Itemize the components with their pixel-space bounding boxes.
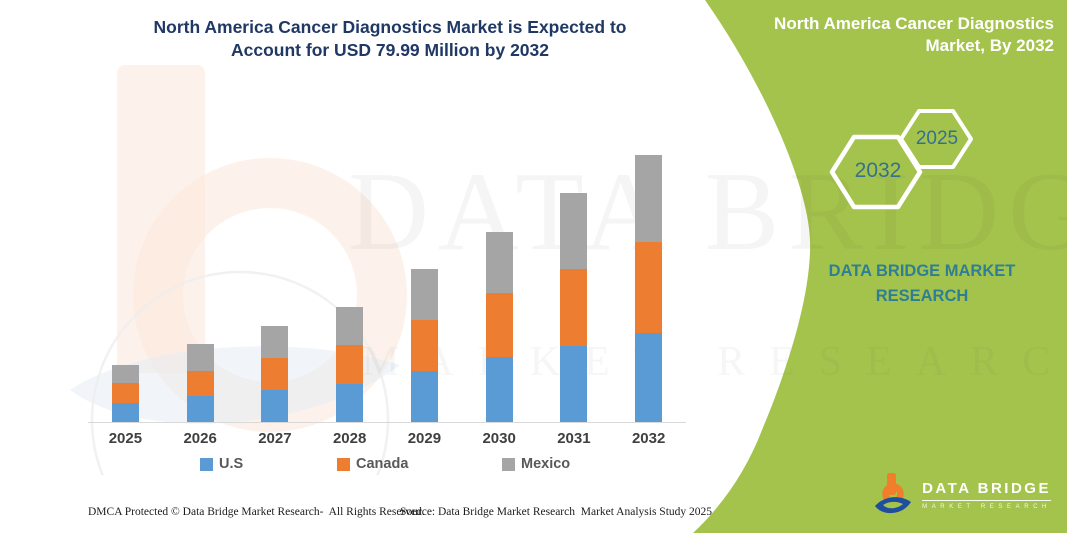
x-label-2026: 2026 [183, 430, 217, 447]
x-axis-labels: 2025 2026 2027 2028 2029 2030 2031 2032 [88, 430, 686, 447]
bar-2031 [560, 193, 588, 422]
bar-slot-2032 [611, 142, 686, 422]
x-label-2032: 2032 [631, 430, 666, 447]
legend-item-us: U.S [200, 456, 243, 472]
segment-us-2025 [111, 402, 139, 422]
segment-canada-2028 [336, 344, 364, 384]
segment-us-2029 [410, 370, 438, 422]
x-label-2031: 2031 [557, 430, 591, 447]
bar-2027 [261, 326, 289, 422]
bar-2028 [336, 306, 364, 422]
bar-slot-2030 [462, 142, 537, 422]
segment-us-2027 [261, 390, 289, 422]
segment-mexico-2030 [485, 231, 513, 294]
bar-2032 [635, 154, 663, 422]
bar-slot-2026 [163, 142, 238, 422]
databridge-logo: DATA BRIDGE MARKET RESEARCH [873, 473, 1051, 517]
segment-mexico-2025 [111, 364, 139, 384]
legend-swatch-icon [337, 457, 350, 471]
segment-us-2032 [635, 332, 663, 422]
segment-canada-2030 [485, 293, 513, 357]
hexagon-year-2032: 2032 [854, 159, 902, 182]
segment-mexico-2032 [635, 154, 663, 243]
panel-title-line2: Market, By 2032 [925, 36, 1054, 56]
chart-title: North America Cancer Diagnostics Market … [150, 16, 630, 62]
brand-text: DATA BRIDGE MARKET RESEARCH [828, 262, 1016, 305]
segment-mexico-2031 [560, 193, 588, 270]
segment-canada-2029 [410, 320, 438, 371]
legend-label: Mexico [521, 456, 571, 472]
watermark-text-databridge: DATA BRIDGE [348, 150, 1067, 274]
chart-legend: U.S Canada Mexico [0, 456, 750, 478]
logo-text: DATA BRIDGE MARKET RESEARCH [922, 480, 1051, 510]
bar-slot-2027 [238, 142, 313, 422]
databridge-logo-icon [875, 473, 912, 514]
legend-item-mexico: Mexico [502, 456, 570, 472]
bar-2030 [485, 231, 513, 422]
plot-area [88, 142, 686, 423]
bar-slot-2028 [312, 142, 387, 422]
segment-mexico-2026 [186, 344, 214, 371]
hexagon-year-2025: 2025 [915, 128, 959, 149]
segment-mexico-2029 [410, 269, 438, 321]
legend-swatch-icon [200, 457, 213, 471]
x-label-2028: 2028 [332, 430, 367, 447]
legend-item-canada: Canada [337, 456, 408, 472]
bar-slot-2031 [537, 142, 612, 422]
segment-canada-2031 [560, 269, 588, 346]
footer-source: Source: Data Bridge Market Research Mark… [400, 506, 713, 518]
stacked-bar-chart: 2025 2026 2027 2028 2029 2030 2031 2032 [88, 142, 686, 447]
bar-slot-2025 [88, 142, 163, 422]
segment-us-2030 [485, 356, 513, 422]
segment-canada-2026 [186, 370, 214, 396]
chart-title-line2: Account for USD 79.99 Million by 2032 [231, 40, 549, 61]
legend-label: U.S [219, 456, 244, 472]
segment-us-2031 [560, 345, 588, 422]
legend-swatch-icon [502, 457, 515, 471]
logo-subtext: MARKET RESEARCH [922, 504, 1051, 510]
bar-2026 [186, 344, 214, 422]
segment-mexico-2028 [336, 306, 364, 345]
bar-2029 [410, 269, 438, 422]
segment-us-2028 [336, 383, 364, 422]
segment-us-2026 [186, 395, 214, 422]
segment-canada-2032 [635, 242, 663, 333]
footer-copyright: DMCA Protected © Data Bridge Market Rese… [88, 506, 425, 518]
x-label-2025: 2025 [108, 430, 143, 447]
bar-slot-2029 [387, 142, 462, 422]
legend-label: Canada [356, 456, 409, 472]
segment-canada-2027 [261, 358, 289, 391]
x-label-2027: 2027 [258, 430, 292, 447]
hexagon-outlines-icon [829, 109, 973, 210]
forecast-hexagons: 2032 2025 [818, 103, 988, 221]
watermark-text-marketresearch: MARKET RESEARCH [362, 339, 1067, 385]
x-label-2029: 2029 [407, 430, 442, 447]
bar-2025 [111, 364, 139, 422]
logo-name: DATA BRIDGE [922, 480, 1051, 501]
panel-title-line1: North America Cancer Diagnostics [774, 14, 1054, 33]
chart-title-line1: North America Cancer Diagnostics Market … [153, 17, 627, 37]
segment-canada-2025 [111, 383, 139, 403]
panel-title: North America Cancer Diagnostics Market,… [768, 13, 1054, 58]
x-label-2030: 2030 [482, 430, 516, 447]
segment-mexico-2027 [261, 326, 289, 359]
